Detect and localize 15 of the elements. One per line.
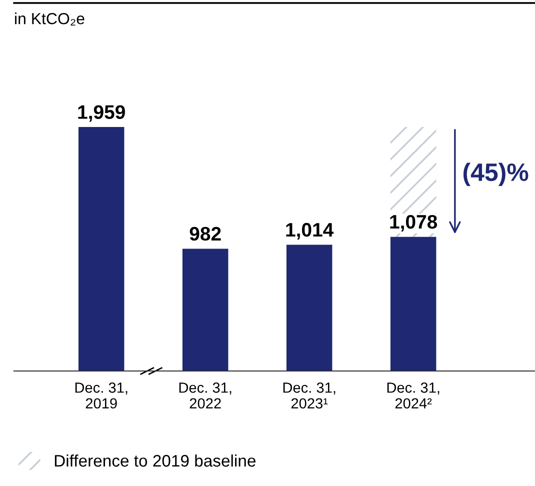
x-tick-label: Dec. 31, 2022 [179,382,232,409]
annotation: (45)% [463,162,528,186]
data-label: 982 [190,226,221,241]
x-tick-label: Dec. 31, 2023¹ [283,382,336,409]
bar [78,127,124,371]
x-tick-label: Dec. 31, 2024² [387,382,440,409]
data-label: 1,014 [286,222,334,240]
bar [286,244,332,371]
text: in KtCO₂e [15,12,84,26]
bar [182,248,228,371]
data-label: 1,078 [390,214,438,232]
x-tick-label: Dec. 31, 2019 [75,382,128,409]
legend-label: Difference to 2019 baseline [54,454,256,467]
data-label: 1,959 [78,105,125,122]
bar [390,236,436,371]
